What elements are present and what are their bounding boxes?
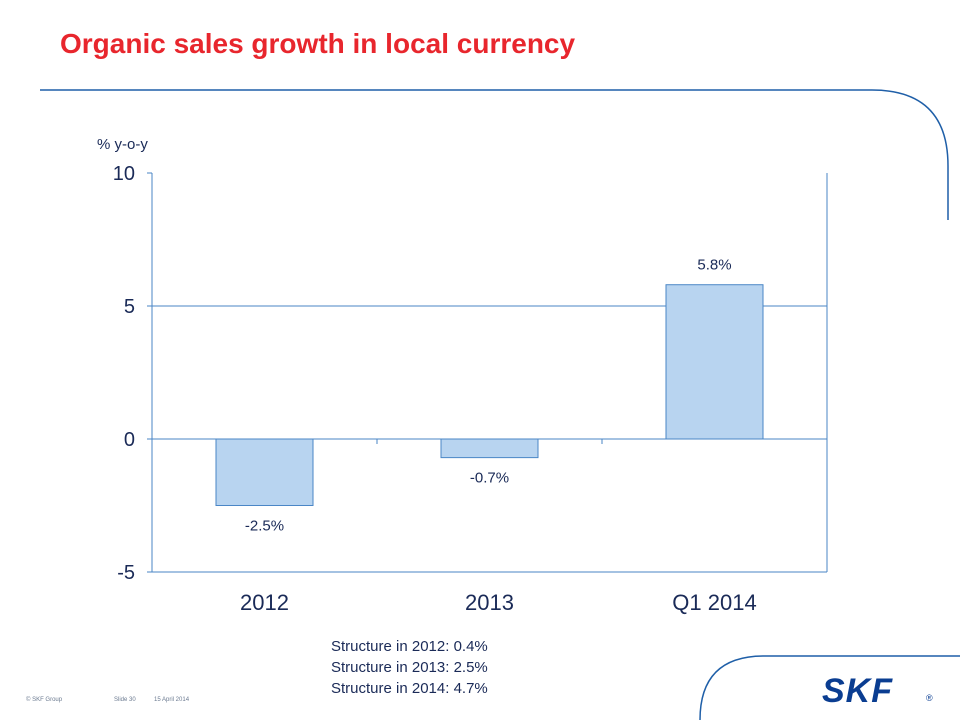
bottom-curve-line (699, 655, 960, 720)
bar-2012 (215, 438, 314, 506)
y-tick-label: 10 (113, 163, 135, 185)
data-label: 5.8% (697, 257, 731, 274)
data-label: -2.5% (245, 518, 284, 535)
structure-note-2014: Structure in 2014: 4.7% (331, 680, 488, 697)
footer-copyright: © SKF Group (26, 697, 63, 703)
chart-bars (215, 284, 764, 506)
x-tick-label: Q1 2014 (672, 590, 756, 615)
footer-date: 15 April 2014 (154, 697, 190, 703)
x-tick-label: 2012 (240, 590, 289, 615)
structure-note-2012: Structure in 2012: 0.4% (331, 638, 488, 655)
skf-logo-text: SKF (822, 673, 893, 707)
y-tick-label: 5 (124, 296, 135, 318)
structure-note-2013: Structure in 2013: 2.5% (331, 659, 488, 676)
page-title: Organic sales growth in local currency (60, 28, 576, 59)
skf-logo-registered: ® (926, 693, 933, 703)
bar-q1-2014 (665, 284, 764, 440)
x-tick-label: 2013 (465, 590, 514, 615)
y-axis-label: % y-o-y (97, 136, 148, 153)
top-curve-line (40, 89, 949, 220)
structure-notes: Structure in 2012: 0.4% Structure in 201… (331, 636, 488, 699)
skf-logo: SKF ® (822, 673, 933, 707)
chart-labels: -2.5% 2012 -0.7% 2013 5.8% Q1 2014 (240, 257, 757, 615)
y-tick-label: -5 (117, 562, 135, 584)
bar-2013 (440, 438, 539, 459)
footer-slide-number: Slide 30 (114, 697, 136, 703)
y-tick-label: 0 (124, 429, 135, 451)
data-label: -0.7% (470, 470, 509, 487)
